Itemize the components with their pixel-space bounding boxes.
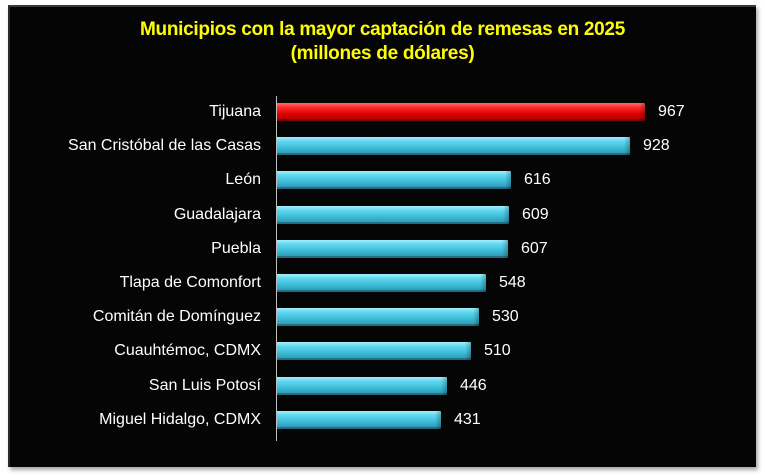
category-label: San Luis Potosí bbox=[148, 376, 261, 394]
bar-row: León 616 bbox=[0, 165, 765, 199]
value-label: 548 bbox=[499, 274, 526, 291]
bar-row: Comitán de Domínguez 530 bbox=[0, 302, 765, 336]
bar-row: San Cristóbal de las Casas 928 bbox=[0, 131, 765, 165]
category-label: Comitán de Domínguez bbox=[92, 308, 261, 326]
category-label: Guadalajara bbox=[173, 205, 261, 223]
category-label: Puebla bbox=[211, 239, 261, 257]
bar-row: Puebla 607 bbox=[0, 234, 765, 268]
category-label: Tijuana bbox=[209, 103, 261, 120]
bar-row: Guadalajara 609 bbox=[0, 200, 765, 234]
bar bbox=[277, 274, 486, 292]
highlighted-bar bbox=[277, 103, 645, 121]
bar bbox=[277, 205, 509, 224]
value-label: 431 bbox=[454, 410, 481, 428]
value-label: 446 bbox=[460, 376, 487, 394]
chart-subtitle: (millones de dólares) bbox=[290, 43, 475, 64]
bar-row: Tijuana 967 bbox=[0, 97, 765, 131]
category-label: Tlapa de Comonfort bbox=[119, 274, 261, 291]
value-label: 607 bbox=[521, 239, 548, 257]
category-label: Cuauhtémoc, CDMX bbox=[114, 342, 261, 360]
category-label: San Cristóbal de las Casas bbox=[68, 137, 261, 155]
chart-title: Municipios con la mayor captación de rem… bbox=[0, 18, 765, 66]
bar bbox=[277, 171, 511, 190]
bar-row: Miguel Hidalgo, CDMX 431 bbox=[0, 405, 765, 439]
bar bbox=[277, 308, 479, 327]
value-label: 609 bbox=[522, 205, 549, 223]
chart-title-line1: Municipios con la mayor captación de rem… bbox=[140, 19, 625, 40]
category-label: Miguel Hidalgo, CDMX bbox=[99, 410, 261, 428]
bar bbox=[277, 342, 471, 361]
bar bbox=[277, 410, 441, 429]
value-label: 616 bbox=[524, 171, 551, 189]
bar-row: San Luis Potosí 446 bbox=[0, 371, 765, 405]
bar bbox=[277, 137, 630, 156]
value-label: 967 bbox=[658, 103, 685, 120]
category-label: León bbox=[225, 171, 261, 189]
category-axis-line bbox=[276, 96, 277, 441]
bar-row: Tlapa de Comonfort 548 bbox=[0, 268, 765, 302]
bar bbox=[277, 239, 508, 258]
value-label: 928 bbox=[643, 137, 670, 155]
bar-row: Cuauhtémoc, CDMX 510 bbox=[0, 336, 765, 370]
value-label: 510 bbox=[484, 342, 511, 360]
bar bbox=[277, 376, 447, 395]
value-label: 530 bbox=[492, 308, 519, 326]
